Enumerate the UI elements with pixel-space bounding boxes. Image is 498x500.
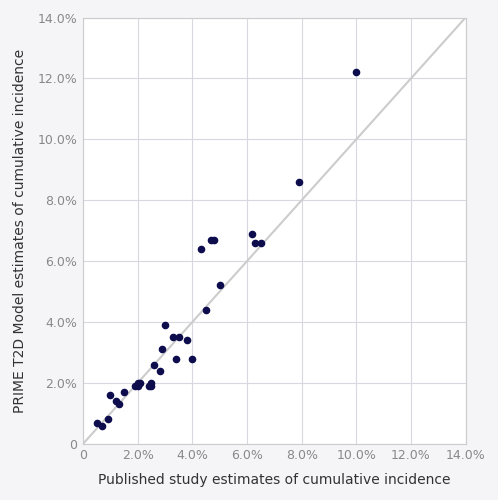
Point	[197, 245, 205, 253]
Point	[155, 366, 163, 374]
Point	[256, 239, 264, 247]
Point	[172, 354, 180, 362]
Point	[112, 397, 120, 405]
Point	[352, 68, 360, 76]
Point	[147, 382, 155, 390]
Point	[210, 236, 218, 244]
Point	[169, 333, 177, 341]
Point	[115, 400, 123, 408]
Point	[93, 418, 101, 426]
Point	[136, 379, 144, 387]
Point	[208, 236, 216, 244]
Point	[107, 391, 115, 399]
Point	[175, 333, 183, 341]
Point	[133, 379, 141, 387]
Point	[183, 336, 191, 344]
Point	[144, 382, 152, 390]
Point	[98, 422, 106, 430]
Point	[147, 379, 155, 387]
Point	[249, 230, 256, 237]
Point	[188, 354, 196, 362]
Point	[133, 382, 141, 390]
Point	[104, 416, 112, 424]
Point	[295, 178, 303, 186]
Point	[251, 239, 259, 247]
X-axis label: Published study estimates of cumulative incidence: Published study estimates of cumulative …	[98, 474, 451, 488]
Point	[120, 388, 128, 396]
Point	[158, 346, 166, 354]
Y-axis label: PRIME T2D Model estimates of cumulative incidence: PRIME T2D Model estimates of cumulative …	[12, 48, 26, 412]
Point	[216, 282, 224, 290]
Point	[161, 321, 169, 329]
Point	[131, 382, 139, 390]
Point	[150, 360, 158, 368]
Point	[202, 306, 210, 314]
